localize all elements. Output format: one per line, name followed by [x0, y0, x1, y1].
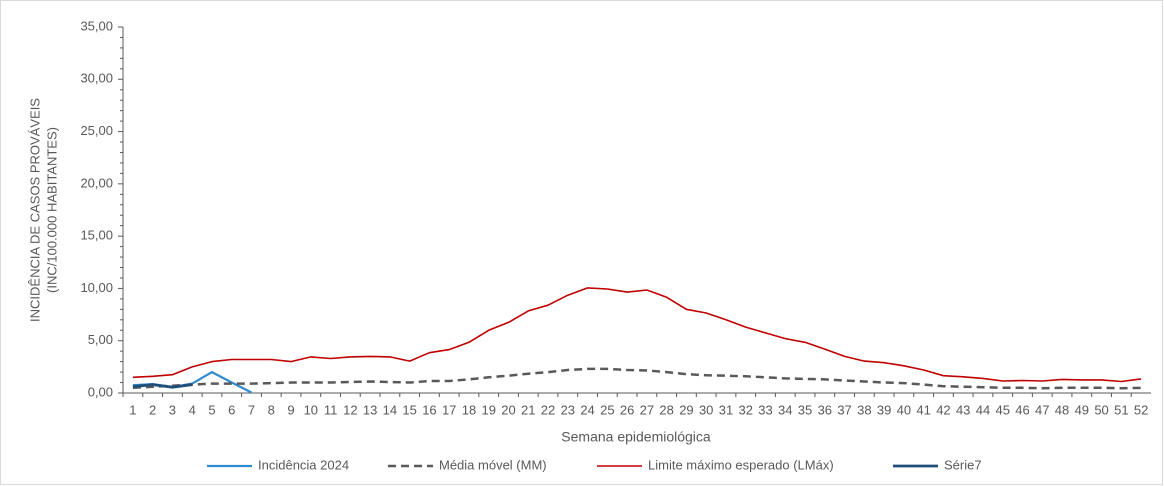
- x-tick-label: 43: [956, 402, 970, 417]
- x-tick-label: 11: [324, 402, 338, 417]
- x-tick-label: 32: [738, 402, 752, 417]
- x-tick-label: 21: [521, 402, 535, 417]
- x-tick-label: 13: [363, 402, 377, 417]
- x-tick-label: 35: [798, 402, 812, 417]
- x-tick-label: 23: [561, 402, 575, 417]
- legend-label: Média móvel (MM): [439, 457, 547, 472]
- x-tick-label: 30: [699, 402, 713, 417]
- y-axis-title-line: (INC/100.000 HABITANTES): [44, 127, 59, 293]
- x-tick-label: 1: [129, 402, 136, 417]
- x-tick-label: 29: [679, 402, 693, 417]
- x-tick-label: 42: [936, 402, 950, 417]
- x-tick-label: 52: [1134, 402, 1148, 417]
- legend-label: Série7: [944, 457, 982, 472]
- x-tick-label: 6: [228, 402, 235, 417]
- x-tick-label: 3: [169, 402, 176, 417]
- legend-label: Incidência 2024: [258, 457, 349, 472]
- x-tick-label: 4: [189, 402, 196, 417]
- x-tick-label: 45: [995, 402, 1009, 417]
- series-line: [132, 287, 1142, 383]
- x-axis-title: Semana epidemiológica: [561, 429, 711, 445]
- y-tick-label: 0,00: [88, 384, 113, 399]
- x-tick-label: 49: [1075, 402, 1089, 417]
- y-tick-label: 20,00: [80, 175, 113, 190]
- y-tick-label: 35,00: [80, 18, 113, 33]
- x-tick-label: 39: [877, 402, 891, 417]
- x-tick-label: 44: [976, 402, 990, 417]
- x-tick-label: 26: [620, 402, 634, 417]
- x-tick-label: 20: [501, 402, 515, 417]
- x-tick-label: 18: [462, 402, 476, 417]
- x-tick-label: 28: [659, 402, 673, 417]
- x-tick-label: 36: [818, 402, 832, 417]
- x-tick-label: 8: [268, 402, 275, 417]
- x-tick-label: 17: [442, 402, 456, 417]
- x-tick-label: 24: [580, 402, 594, 417]
- x-tick-label: 15: [402, 402, 416, 417]
- x-tick-label: 48: [1055, 402, 1069, 417]
- x-tick-label: 22: [541, 402, 555, 417]
- y-tick-label: 15,00: [80, 228, 113, 243]
- y-axis-title: INCIDÊNCIA DE CASOS PROVÁVEIS (INC/100.0…: [27, 98, 59, 322]
- x-tick-label: 12: [343, 402, 357, 417]
- x-tick-label: 40: [897, 402, 911, 417]
- x-tick-label: 37: [837, 402, 851, 417]
- x-tick-label: 41: [916, 402, 930, 417]
- y-tick-label: 30,00: [80, 71, 113, 86]
- x-tick-label: 19: [481, 402, 495, 417]
- x-tick-label: 10: [304, 402, 318, 417]
- x-tick-label: 51: [1114, 402, 1128, 417]
- x-tick-label: 7: [248, 402, 255, 417]
- y-tick-label: 10,00: [80, 280, 113, 295]
- y-tick-label: 5,00: [88, 332, 113, 347]
- x-tick-label: 5: [208, 402, 215, 417]
- series-line: [132, 383, 193, 389]
- x-tick-label: 14: [383, 402, 397, 417]
- x-tick-label: 33: [758, 402, 772, 417]
- x-tick-label: 31: [719, 402, 733, 417]
- legend-label: Limite máximo esperado (LMáx): [648, 457, 834, 472]
- x-tick-label: 38: [857, 402, 871, 417]
- x-tick-label: 9: [287, 402, 294, 417]
- y-axis-title-line: INCIDÊNCIA DE CASOS PROVÁVEIS: [27, 98, 42, 322]
- x-tick-label: 50: [1094, 402, 1108, 417]
- x-tick-label: 25: [600, 402, 614, 417]
- x-tick-label: 16: [422, 402, 436, 417]
- x-tick-label: 46: [1015, 402, 1029, 417]
- x-tick-label: 34: [778, 402, 792, 417]
- x-tick-label: 27: [640, 402, 654, 417]
- x-tick-label: 47: [1035, 402, 1049, 417]
- y-tick-label: 25,00: [80, 123, 113, 138]
- x-tick-label: 2: [149, 402, 156, 417]
